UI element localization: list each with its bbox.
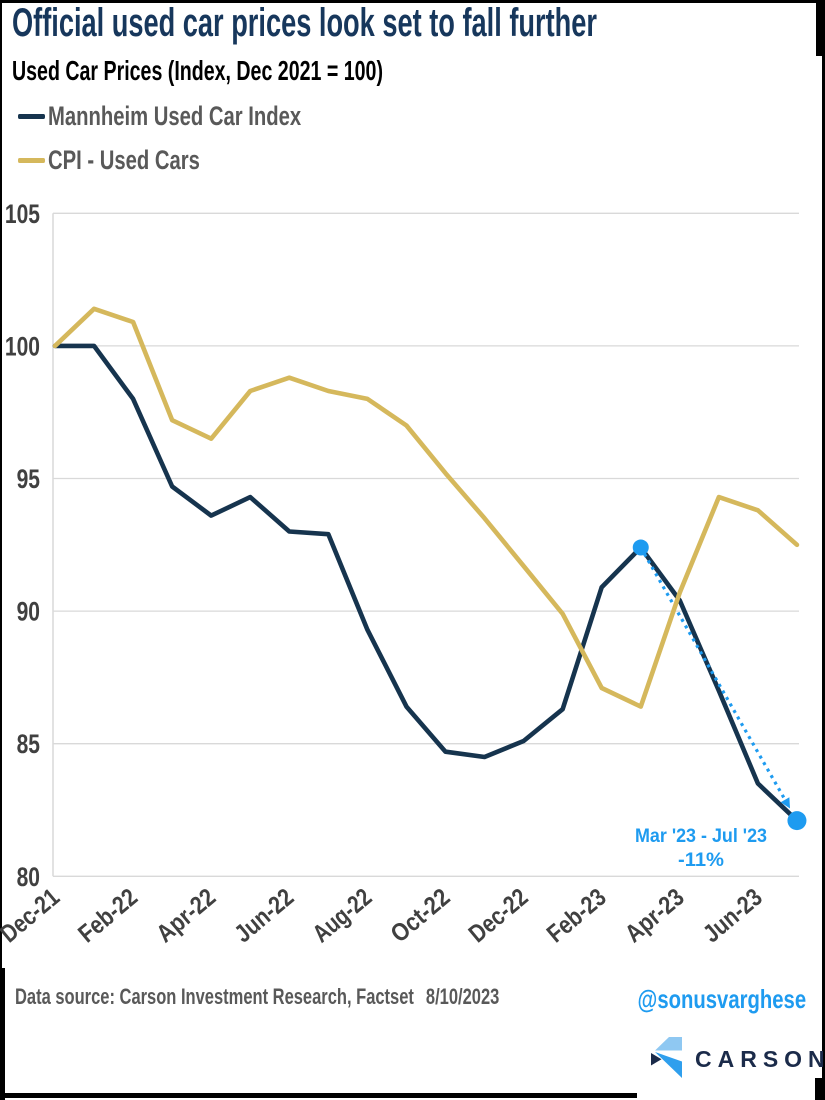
chart-subtitle: Used Car Prices (Index, Dec 2021 = 100) [12, 55, 383, 86]
mannheim-line-swatch [18, 113, 45, 119]
x-axis-label-Aug-22: Aug-22 [307, 883, 377, 948]
data-source-text: Data source: Carson Investment Research,… [15, 984, 500, 1009]
frame-accent-right-top [816, 0, 825, 56]
legend-item-cpi: CPI - Used Cars [18, 144, 200, 175]
frame-accent-bottom-right [815, 1078, 825, 1100]
twitter-handle: @sonusvarghese [637, 984, 806, 1014]
frame-accent-left-bottom [0, 968, 5, 1100]
frame-border-right [822, 0, 825, 1100]
y-axis-label-90: 90 [17, 597, 40, 627]
legend-label-cpi: CPI - Used Cars [48, 144, 200, 175]
x-axis-label-Feb-23: Feb-23 [542, 883, 612, 948]
cpi-line-swatch [18, 157, 45, 163]
annotation-start-dot [632, 539, 649, 556]
y-axis-label-100: 100 [5, 331, 40, 361]
annotation-dotted-line [639, 546, 786, 799]
annotation-end-dot [787, 811, 807, 831]
carson-logo-icon [651, 1037, 682, 1078]
annotation-label-percent: -11% [678, 849, 724, 871]
data-source-date: 8/10/2023 [425, 984, 500, 1009]
y-axis-label-95: 95 [17, 464, 40, 494]
x-axis-label-Feb-22: Feb-22 [73, 883, 143, 948]
x-axis-label-Oct-22: Oct-22 [385, 883, 455, 948]
mannheim-line [52, 343, 800, 823]
y-axis-label-105: 105 [5, 199, 40, 229]
page-title: Official used car prices look set to fal… [12, 1, 597, 45]
x-axis-label-Apr-23: Apr-23 [620, 883, 690, 948]
frame-accent-bottom [0, 1093, 637, 1098]
legend-item-mannheim: Mannheim Used Car Index [18, 100, 302, 131]
data-source-label: Data source: Carson Investment Research,… [15, 984, 414, 1009]
x-axis-label-Jun-23: Jun-23 [698, 883, 768, 948]
x-axis-label-Dec-21: Dec-21 [0, 883, 65, 948]
y-axis-label-80: 80 [17, 862, 40, 892]
x-axis-label-Jun-22: Jun-22 [229, 883, 299, 948]
frame-border-top [0, 0, 825, 3]
annotation-arrowhead [780, 797, 791, 809]
x-axis-label-Apr-22: Apr-22 [151, 883, 221, 948]
carson-logo: CARSON [651, 1037, 825, 1078]
frame-border-left [0, 0, 2, 1100]
annotation-label-range: Mar '23 - Jul '23 [635, 825, 767, 847]
legend-label-mannheim: Mannheim Used Car Index [48, 100, 302, 131]
cpi-line [52, 306, 800, 709]
carson-logo-text: CARSON [695, 1045, 825, 1072]
x-axis-label-Dec-22: Dec-22 [464, 883, 534, 948]
y-axis-label-85: 85 [17, 729, 40, 759]
